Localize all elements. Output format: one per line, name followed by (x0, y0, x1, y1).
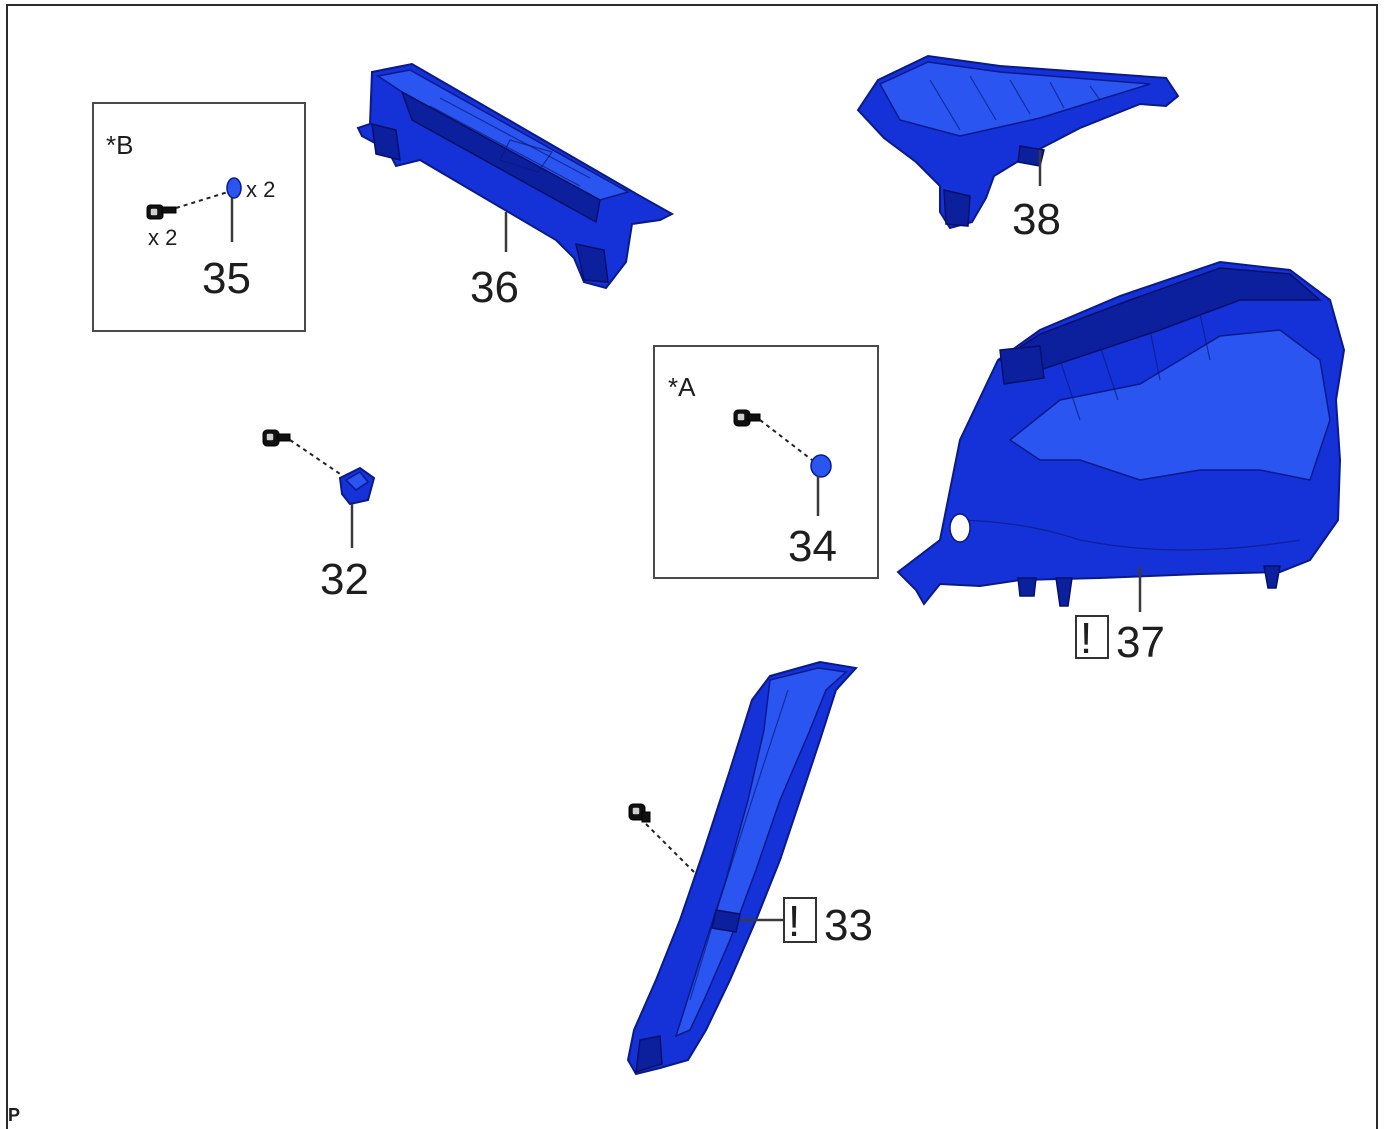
screw-icon (146, 204, 177, 220)
inset-b-clip-qty: x 2 (246, 177, 275, 202)
warning-badge-37: ! (1075, 614, 1109, 663)
callout-32: 32 (320, 555, 369, 604)
callout-35: 35 (202, 254, 251, 303)
assembly-dash-line (759, 419, 813, 461)
inset-a-border (653, 345, 879, 579)
inset-b-screw-qty: x 2 (148, 225, 177, 250)
inset-b-border (92, 102, 306, 332)
clip-34 (810, 454, 832, 478)
callout-34: 34 (788, 522, 837, 571)
callout-38: 38 (1012, 195, 1061, 244)
inset-a-label: *A (668, 372, 696, 402)
part-36 (356, 62, 675, 290)
diagram-frame (6, 4, 1378, 1129)
screw-icon (628, 803, 651, 823)
part-33-assembly (626, 660, 858, 1076)
assembly-dash-line (175, 191, 229, 209)
callout-36: 36 (470, 263, 519, 312)
screw-icon (733, 409, 761, 427)
part-32-assembly (262, 429, 376, 506)
warning-symbol: ! (788, 897, 800, 946)
screw-icon (262, 429, 291, 447)
callout-33: 33 (824, 901, 873, 950)
warning-badge-33: ! (783, 897, 817, 946)
inset-b-label: *B (106, 130, 133, 160)
warning-symbol: ! (1080, 614, 1092, 663)
corner-code: P (8, 1105, 20, 1123)
callout-37: 37 (1116, 618, 1165, 667)
part-38 (856, 54, 1180, 230)
assembly-dash-line (289, 439, 347, 479)
clip-35 (226, 177, 242, 199)
inset-a: *A 34 (653, 345, 879, 579)
part-37 (896, 260, 1346, 607)
inset-b: *B x 2 x 2 35 (92, 102, 306, 332)
assembly-dash-line (645, 823, 695, 873)
